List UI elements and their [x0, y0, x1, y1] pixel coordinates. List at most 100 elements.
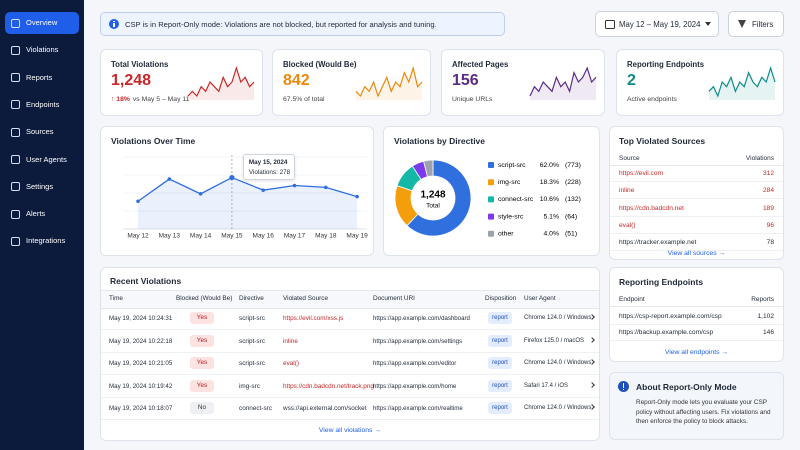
- cell-time: May 19, 2024 10:21:05: [109, 360, 173, 368]
- x-tick-label: May 15: [221, 233, 243, 240]
- x-tick-label: May 13: [159, 233, 181, 240]
- legend-count: (132): [565, 196, 581, 203]
- nav-item[interactable]: Endpoints: [5, 94, 79, 116]
- calendar-icon: [605, 20, 615, 29]
- nav-item[interactable]: Integrations: [5, 230, 79, 252]
- legend-swatch: [488, 196, 494, 203]
- disposition-badge: report: [488, 312, 512, 324]
- row-divider: [101, 419, 599, 421]
- column-header: Violated Source: [283, 295, 329, 302]
- legend-percent: 4.0%: [544, 231, 560, 238]
- legend-count: (51): [565, 231, 577, 238]
- kpi-title: Reporting Endpoints: [627, 60, 705, 69]
- disposition-badge: report: [488, 357, 512, 370]
- nav-item[interactable]: Violations: [5, 39, 79, 61]
- kpi-title: Total Violations: [111, 60, 169, 69]
- nav-item[interactable]: Alerts: [5, 203, 79, 225]
- icon-bar: [113, 23, 115, 27]
- row-divider: [610, 340, 783, 341]
- kpi-title: Blocked (Would Be): [283, 60, 357, 69]
- cell-source: https://cdn.badcdn.net/track.png: [283, 382, 374, 390]
- view-all-link[interactable]: View all endpoints →: [664, 349, 729, 356]
- nav-label: Sources: [26, 127, 54, 137]
- cell-source: inline: [283, 337, 298, 345]
- row-count: 1,102: [757, 313, 774, 320]
- kpi-value: 2: [627, 72, 636, 89]
- about-text: Report-Only mode lets you evaluate your …: [636, 399, 771, 425]
- icon-dot: [622, 388, 625, 390]
- column-header: Reports: [751, 296, 774, 303]
- row-count: 96: [766, 221, 774, 229]
- column-header: Source: [619, 155, 640, 162]
- nav-item[interactable]: Settings: [5, 176, 79, 198]
- row-chevron[interactable]: [589, 381, 595, 388]
- line-point: [198, 192, 203, 196]
- column-header: Endpoint: [619, 296, 645, 303]
- nav-label: User Agents: [26, 154, 67, 164]
- row-source: eval(): [619, 221, 636, 229]
- cell-source: eval(): [283, 360, 299, 368]
- row-count: 284: [762, 187, 774, 195]
- graphic: [355, 65, 423, 100]
- nav-label: Overview: [26, 18, 58, 27]
- line-point: [136, 199, 140, 204]
- line-chart-card: Violations Over Time May 12 May 13 May 14 Ma…: [100, 126, 374, 256]
- cell-time: May 19, 2024 10:22:18: [109, 337, 173, 345]
- legend-count: (228): [565, 179, 581, 186]
- row-source: https://tracker.example.net: [619, 239, 697, 247]
- row-divider: [610, 198, 783, 200]
- recent-card: Recent Violations Time Blocked (Would Be) D…: [100, 267, 600, 441]
- nav-label: Endpoints: [26, 99, 60, 109]
- filters-button[interactable]: Filters: [728, 11, 784, 37]
- cell-source: wss://api.external.com/socket: [283, 405, 367, 413]
- legend-count: (64): [565, 213, 577, 220]
- row-source: https://csp-report.example.com/csp: [619, 313, 722, 320]
- legend-label: other: [498, 231, 514, 238]
- legend-percent: 62.0%: [540, 162, 559, 169]
- tooltip-title: May 15, 2024: [248, 159, 288, 166]
- nav-icon: [11, 18, 20, 28]
- column-header: Blocked (Would Be): [176, 295, 233, 302]
- cell-uri: https://app.example.com/editor: [373, 360, 457, 368]
- row-divider: [610, 232, 783, 234]
- dropdown-caret: [705, 22, 711, 26]
- legend-percent: 10.6%: [540, 196, 559, 203]
- view-all-link[interactable]: View all violations →: [318, 427, 382, 434]
- column-header: User Agent: [524, 295, 556, 302]
- column-header: Directive: [239, 295, 264, 302]
- kpi-note-row: 67.5% of total: [283, 96, 325, 103]
- row-divider: [101, 329, 599, 330]
- kpi-change: ↑ 18%: [111, 96, 130, 103]
- kpi-card: Total Violations 1,248 ↑ 18% vs May 5 – May…: [100, 49, 263, 116]
- cell-user-agent: Firefox 125.0 / macOS: [524, 337, 585, 344]
- legend-swatch: [488, 179, 494, 186]
- graphic: 1,248 Total script-src 62.0% (773) img-src 18.…: [394, 159, 581, 238]
- row-chevron[interactable]: [589, 336, 595, 343]
- x-tick-label: May 19: [346, 233, 368, 240]
- legend-label: img-src: [498, 179, 521, 186]
- cell-user-agent: Chrome 124.0 / Windows: [524, 315, 592, 321]
- cell-directive: script-src: [239, 315, 265, 322]
- sparkline-area: [188, 68, 254, 100]
- info-banner: CSP is in Report-Only mode: Violations a…: [100, 12, 505, 36]
- x-tick-label: May 18: [315, 233, 337, 240]
- cell-directive: script-src: [239, 360, 265, 368]
- view-all-link[interactable]: View all sources →: [667, 250, 726, 257]
- date-picker[interactable]: May 12 – May 19, 2024: [595, 11, 719, 37]
- line-point: [324, 185, 328, 190]
- endpoints-card: Reporting Endpoints Endpoint Reports https:…: [609, 267, 784, 362]
- nav-item[interactable]: Reports: [5, 67, 79, 89]
- nav-icon: [11, 73, 20, 83]
- blocked-badge: Yes: [190, 379, 214, 392]
- disposition-badge: report: [488, 402, 512, 415]
- nav-item[interactable]: Sources: [5, 121, 79, 143]
- cell-time: May 19, 2024 10:24:31: [109, 315, 173, 322]
- nav-item[interactable]: User Agents: [5, 149, 79, 171]
- nav-icon: [11, 45, 20, 55]
- nav-item[interactable]: Overview: [5, 12, 79, 34]
- cell-user-agent: Safari 17.4 / iOS: [524, 382, 569, 389]
- donut-segment: [423, 159, 434, 178]
- donut-center-label: Total: [426, 203, 440, 210]
- cell-directive: script-src: [239, 337, 265, 345]
- row-divider: [610, 324, 783, 325]
